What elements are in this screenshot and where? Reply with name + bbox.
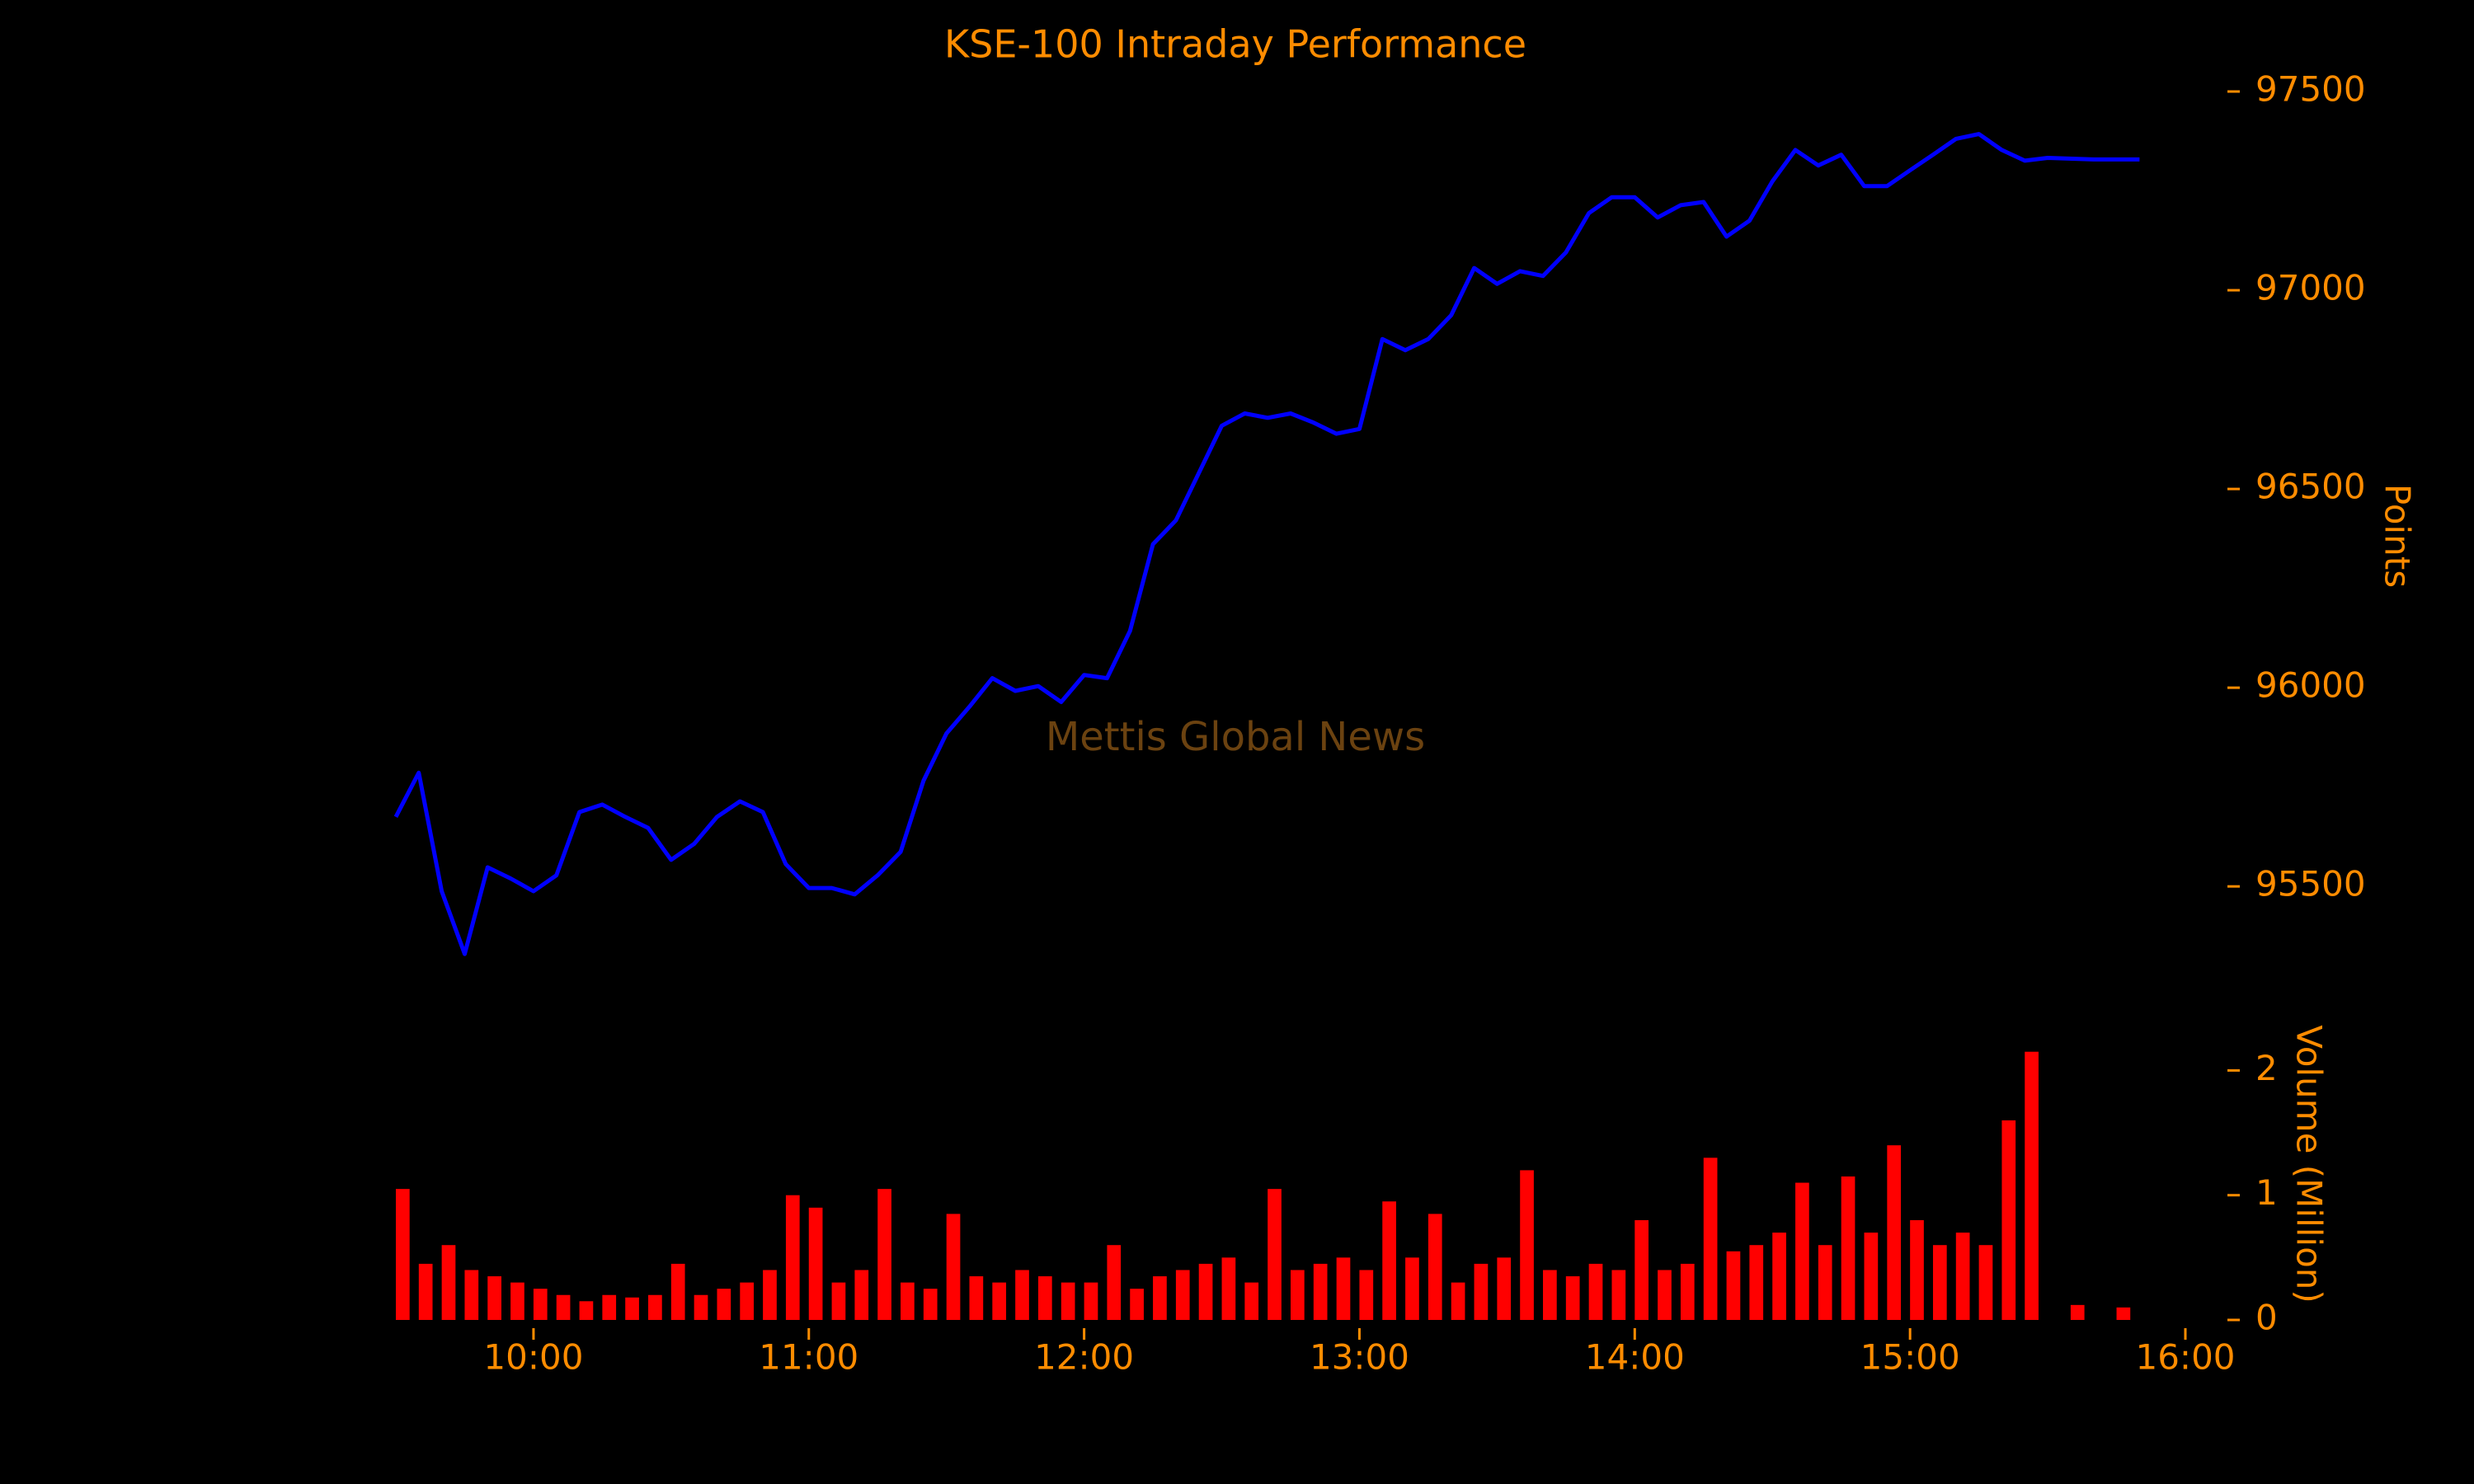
volume-bar: [1703, 1158, 1718, 1320]
volume-bar: [1772, 1233, 1786, 1320]
y-tick-label: 96500: [2255, 467, 2366, 507]
volume-bar: [1864, 1233, 1879, 1320]
x-tick-label: 13:00: [1310, 1337, 1409, 1378]
volume-bar: [510, 1282, 524, 1320]
volume-bar: [1565, 1276, 1580, 1320]
volume-bar: [1336, 1257, 1351, 1320]
volume-bar: [602, 1294, 617, 1320]
volume-bar: [1427, 1214, 1442, 1320]
volume-bar: [1978, 1245, 1993, 1320]
x-tick-label: 14:00: [1585, 1337, 1685, 1378]
volume-bar: [1543, 1270, 1557, 1320]
chart-title: KSE-100 Intraday Performance: [944, 22, 1526, 67]
y-axis-label: Volume (Million): [2289, 1025, 2330, 1303]
volume-bar: [923, 1289, 938, 1320]
volume-bar: [1130, 1289, 1144, 1320]
volume-bar: [992, 1282, 1007, 1320]
volume-bar: [1084, 1282, 1098, 1320]
x-tick-label: 16:00: [2135, 1337, 2235, 1378]
volume-bar: [831, 1282, 846, 1320]
volume-bar: [1382, 1201, 1396, 1320]
volume-bar: [1726, 1251, 1741, 1320]
volume-bar: [556, 1294, 571, 1320]
volume-bar: [464, 1270, 479, 1320]
volume-bar: [1749, 1245, 1764, 1320]
volume-bar: [1520, 1170, 1534, 1320]
volume-bar: [969, 1276, 984, 1320]
volume-bar: [1359, 1270, 1374, 1320]
volume-bar: [1061, 1282, 1075, 1320]
y-tick-label: 0: [2255, 1298, 2278, 1338]
y-tick-label: 95500: [2255, 864, 2366, 904]
volume-bar: [1955, 1233, 1970, 1320]
volume-bar: [1910, 1219, 1924, 1320]
volume-bar: [1795, 1182, 1809, 1320]
volume-bar: [2025, 1051, 2039, 1320]
volume-bar: [694, 1294, 708, 1320]
volume-bar: [2116, 1307, 2131, 1320]
volume-bar: [1175, 1270, 1190, 1320]
x-tick-label: 12:00: [1034, 1337, 1134, 1378]
volume-bar: [441, 1245, 456, 1320]
volume-bar: [763, 1270, 777, 1320]
volume-bar: [1932, 1245, 1947, 1320]
y-tick-label: 2: [2255, 1048, 2278, 1088]
volume-bar: [1405, 1257, 1419, 1320]
y-tick-label: 97500: [2255, 69, 2366, 110]
volume-bar: [1634, 1219, 1649, 1320]
x-tick-label: 15:00: [1860, 1337, 1960, 1378]
volume-bar: [1015, 1270, 1029, 1320]
volume-bar: [1313, 1263, 1328, 1320]
volume-bar: [579, 1301, 594, 1320]
volume-bar: [717, 1289, 731, 1320]
y-tick-label: 97000: [2255, 268, 2366, 308]
volume-bar: [1588, 1263, 1603, 1320]
volume-bar: [1818, 1245, 1832, 1320]
volume-bar: [418, 1263, 433, 1320]
volume-bar: [1244, 1282, 1259, 1320]
volume-bar: [854, 1270, 869, 1320]
y-axis-label: Points: [2378, 484, 2418, 588]
volume-bar: [487, 1276, 501, 1320]
volume-bar: [1107, 1245, 1122, 1320]
volume-bar: [1841, 1176, 1856, 1320]
volume-bar: [1198, 1263, 1213, 1320]
volume-bar: [946, 1214, 961, 1320]
volume-bar: [1037, 1276, 1052, 1320]
volume-bar: [1221, 1257, 1236, 1320]
watermark: Mettis Global News: [1046, 714, 1425, 760]
volume-bar: [1680, 1263, 1695, 1320]
volume-bar: [1474, 1263, 1489, 1320]
x-tick-label: 11:00: [759, 1337, 858, 1378]
volume-bar: [1153, 1276, 1167, 1320]
volume-bar: [1497, 1257, 1512, 1320]
volume-bar: [1611, 1270, 1626, 1320]
volume-bar: [1451, 1282, 1465, 1320]
volume-bar: [1658, 1270, 1672, 1320]
volume-bar: [648, 1294, 662, 1320]
volume-bar: [740, 1282, 754, 1320]
price-line: [393, 132, 2140, 956]
volume-bar: [2070, 1304, 2085, 1320]
volume-bar: [785, 1195, 800, 1320]
volume-bar: [808, 1207, 823, 1320]
y-tick-label: 1: [2255, 1172, 2278, 1213]
volume-bar: [1887, 1145, 1902, 1320]
volume-bar: [901, 1282, 915, 1320]
volume-bar: [1268, 1189, 1282, 1320]
volume-bar: [533, 1289, 548, 1320]
y-tick-label: 96000: [2255, 665, 2366, 706]
volume-bar: [2001, 1120, 2016, 1320]
volume-bar: [877, 1189, 891, 1320]
volume-bar: [670, 1263, 685, 1320]
volume-bar: [625, 1297, 639, 1320]
x-tick-label: 10:00: [483, 1337, 583, 1378]
volume-bar: [396, 1189, 410, 1320]
volume-bar: [1291, 1270, 1305, 1320]
